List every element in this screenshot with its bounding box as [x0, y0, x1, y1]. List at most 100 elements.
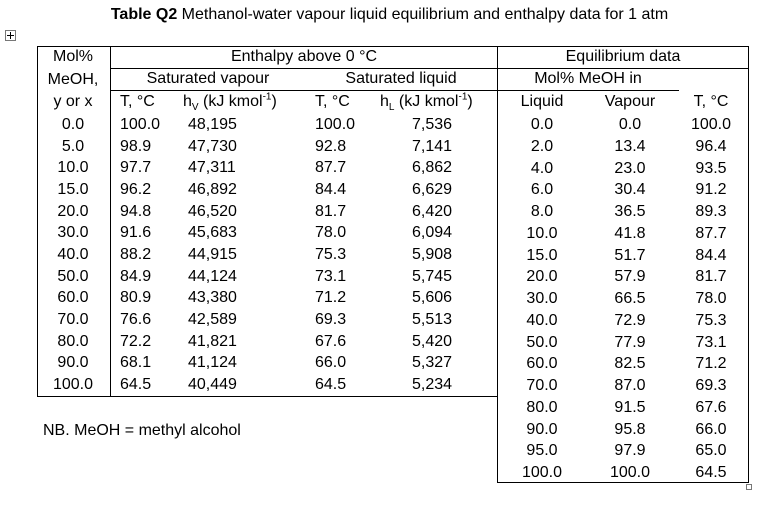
table-cell: 67.6 [315, 332, 347, 350]
table-cell: 100.0 [609, 464, 651, 481]
table-cell: 57.9 [614, 268, 646, 286]
table-cell: 5,745 [412, 267, 453, 285]
table-cell: 97.7 [120, 159, 152, 177]
table-cell: 91.2 [695, 181, 727, 199]
table-cell: 93.5 [695, 159, 727, 177]
table-cell: 10.0 [57, 159, 89, 177]
table-cell: 69.3 [695, 377, 727, 394]
table-cell: 90.0 [526, 420, 558, 438]
table-cell: 30.4 [614, 181, 646, 199]
table-cell: 75.3 [315, 246, 347, 264]
table-cell: 41,821 [188, 332, 237, 350]
table-cell: 7,141 [412, 137, 453, 155]
table-cell: 69.3 [315, 311, 347, 329]
table-cell: 15.0 [526, 246, 558, 264]
header-part: ) [467, 93, 473, 110]
table-cell: 92.8 [315, 137, 347, 155]
table-cell: 41,124 [188, 354, 237, 372]
resize-handle[interactable] [746, 484, 752, 490]
table-cell: 95.0 [526, 442, 558, 460]
header-part: (kJ kmol [203, 93, 263, 110]
table-title: Table Q2 Methanol-water vapour liquid eq… [0, 6, 779, 24]
column-header: hL (kJ kmol-1) [380, 92, 473, 114]
header-part: -1 [262, 91, 272, 103]
table-cell: 73.1 [315, 267, 347, 285]
table-cell: 76.6 [120, 311, 152, 329]
table-cell: 64.5 [120, 376, 152, 394]
table-cell: 100.0 [521, 464, 563, 481]
column-header: Mol% [52, 48, 93, 65]
table-cell: 77.9 [614, 333, 646, 351]
table-cell: 70.0 [526, 377, 558, 394]
table-cell: 46,892 [188, 181, 237, 198]
table-cell: 64.5 [315, 376, 347, 394]
table-cell: 65.0 [695, 442, 727, 460]
column-header: Vapour [604, 93, 656, 110]
table-cell: 91.5 [614, 398, 646, 416]
table-cell: 100.0 [690, 116, 732, 133]
table-cell: 96.4 [695, 137, 727, 155]
table-cell: 43,380 [188, 289, 237, 307]
table-cell: 89.3 [695, 203, 727, 220]
column-header: hV (kJ kmol-1) [183, 91, 277, 113]
table-cell: 7,536 [412, 116, 453, 133]
table-cell: 36.5 [614, 203, 646, 220]
column-header: T, °C [693, 93, 729, 110]
table-cell: 20.0 [57, 202, 89, 220]
table-cell: 84.4 [695, 246, 727, 264]
table-cell: 6,629 [412, 181, 453, 198]
table-cell: 66.0 [695, 420, 727, 438]
table-cell: 60.0 [57, 289, 89, 307]
table-cell: 40.0 [526, 311, 558, 329]
table-cell: 88.2 [120, 246, 152, 264]
column-header: T, °C [315, 93, 350, 110]
table-cell: 81.7 [315, 202, 347, 220]
table-cell: 8.0 [530, 203, 554, 220]
table-cell: 46,520 [188, 202, 237, 220]
table-cell: 60.0 [526, 355, 558, 373]
table-cell: 68.1 [120, 354, 152, 372]
table-cell: 0.0 [530, 116, 554, 133]
table-cell: 5,420 [412, 332, 453, 350]
table-cell: 70.0 [57, 311, 89, 329]
table-cell: 5,234 [412, 376, 453, 394]
header-part: (kJ kmol [398, 93, 459, 110]
table-cell: 30.0 [57, 224, 89, 242]
note: NB. MeOH = methyl alcohol [43, 422, 241, 439]
table-cell: 30.0 [526, 290, 558, 307]
table-cell: 72.2 [120, 332, 152, 350]
group-header: Equilibrium data [565, 48, 681, 65]
table-cell: 73.1 [695, 333, 727, 351]
table-cell: 80.0 [526, 398, 558, 416]
table-cell: 87.7 [315, 159, 347, 177]
move-handle[interactable] [5, 30, 16, 41]
table-cell: 100.0 [315, 116, 356, 133]
table-cell: 87.0 [614, 377, 646, 394]
table-cell: 0.0 [618, 116, 642, 133]
table-cell: 87.7 [695, 224, 727, 242]
header-part: ) [271, 93, 277, 110]
table-cell: 44,915 [188, 246, 237, 264]
table-cell: 48,195 [188, 116, 237, 133]
table-cell: 51.7 [614, 246, 646, 264]
column-header: T, °C [120, 93, 155, 110]
table-cell: 80.0 [57, 332, 89, 350]
group-header: Saturated vapour [146, 70, 270, 87]
table-cell: 5,908 [412, 246, 453, 264]
table-cell: 100.0 [52, 376, 94, 394]
table-cell: 5,606 [412, 289, 453, 307]
table-cell: 50.0 [57, 267, 89, 285]
table-cell: 80.9 [120, 289, 152, 307]
table-cell: 72.9 [614, 311, 646, 329]
table-cell: 6.0 [530, 181, 554, 199]
table-cell: 78.0 [695, 290, 727, 307]
group-header: Enthalpy above 0 °C [230, 48, 378, 65]
table-cell: 5,327 [412, 354, 453, 372]
table-cell: 6,420 [412, 202, 453, 220]
column-header: y or x [53, 93, 93, 110]
header-part: h [183, 93, 192, 110]
table-cell: 100.0 [120, 116, 161, 133]
header-part: L [388, 102, 395, 114]
